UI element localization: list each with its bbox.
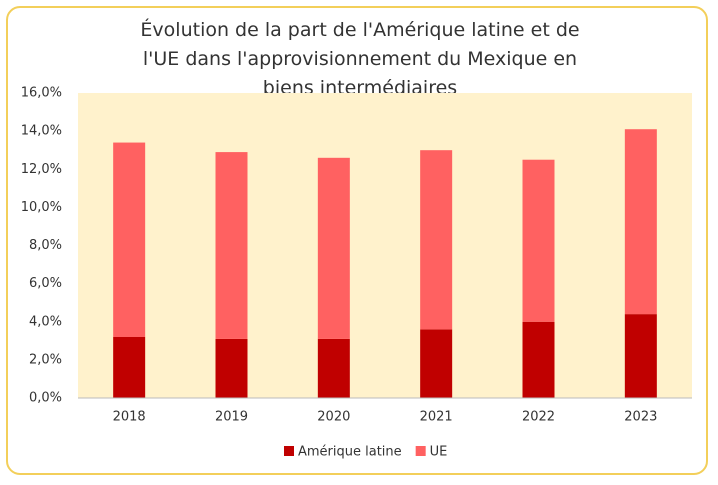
x-tick-label: 2022 xyxy=(522,410,555,425)
bar-segment xyxy=(113,142,146,337)
bar-segment xyxy=(420,329,453,398)
y-tick-label: 6,0% xyxy=(29,276,62,291)
y-tick-label: 10,0% xyxy=(21,200,62,215)
y-tick-label: 16,0% xyxy=(21,86,62,101)
bar-segment xyxy=(215,338,248,398)
legend-swatch xyxy=(284,446,294,456)
bar-segment xyxy=(317,157,350,339)
y-tick-label: 2,0% xyxy=(29,352,62,367)
bar-segment xyxy=(522,159,555,322)
x-tick-label: 2021 xyxy=(420,410,453,425)
y-tick-label: 12,0% xyxy=(21,162,62,177)
bar-segment xyxy=(215,152,248,339)
x-tick-label: 2019 xyxy=(215,410,248,425)
x-tick-label: 2020 xyxy=(317,410,350,425)
bar-segment xyxy=(113,337,146,398)
x-tick-label: 2023 xyxy=(624,410,657,425)
y-tick-label: 8,0% xyxy=(29,238,62,253)
bar-segment xyxy=(624,129,657,315)
bar-segment xyxy=(522,321,555,398)
legend-label: UE xyxy=(430,445,448,460)
x-tick-label: 2018 xyxy=(113,410,146,425)
chart-frame xyxy=(6,6,708,475)
y-tick-label: 4,0% xyxy=(29,314,62,329)
bar-segment xyxy=(317,338,350,398)
y-tick-label: 14,0% xyxy=(21,124,62,139)
legend-swatch xyxy=(415,446,426,456)
bar-segment xyxy=(624,314,657,398)
bar-segment xyxy=(420,150,453,330)
legend-label: Amérique latine xyxy=(298,445,402,460)
y-tick-label: 0,0% xyxy=(29,391,62,406)
plot-background xyxy=(78,93,692,398)
